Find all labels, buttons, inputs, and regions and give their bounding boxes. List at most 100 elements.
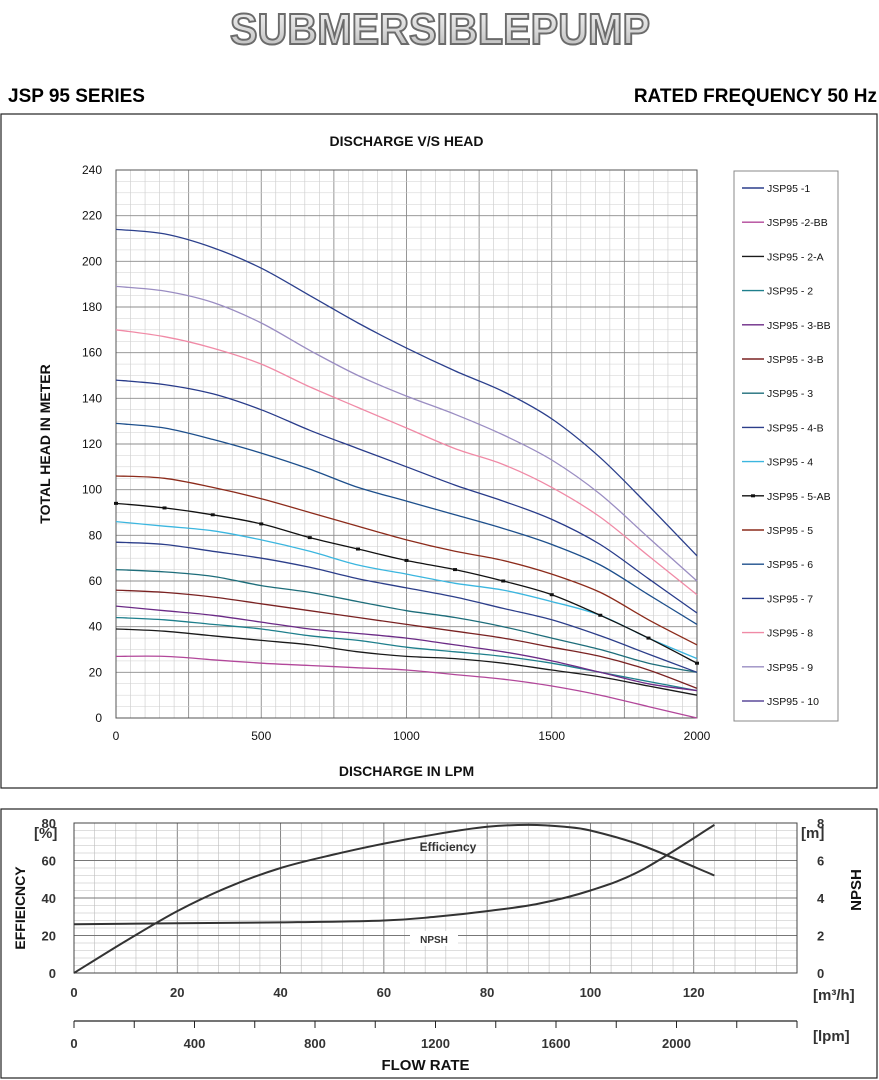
x-axis-label: DISCHARGE IN LPM [339,763,474,779]
legend-label: JSP95 -1 [767,183,810,195]
eff-x-tick-label: 20 [170,985,184,1000]
lpm-tick-label: 800 [304,1036,326,1051]
x-unit-lpm: [lpm] [813,1028,850,1045]
series-line [115,475,698,646]
legend-label: JSP95 - 4-B [767,422,824,434]
eff-plot-area [73,822,798,974]
eff-x-tick-label: 0 [70,985,77,1000]
series-line [115,655,698,719]
legend-label: JSP95 - 7 [767,593,813,605]
legend-label: JSP95 - 3 [767,388,813,400]
eff-y-tick-label: 0 [49,966,56,981]
eff-y-axis-label: EFFIEICNCY [12,866,28,950]
eff-x-tick-label: 80 [480,985,494,1000]
y-tick-label: 60 [89,574,103,588]
y-tick-label: 160 [82,346,102,360]
legend-marker [751,494,755,498]
npsh-y-unit: [m] [801,825,824,842]
series-marker [162,506,167,510]
series-line [115,422,698,625]
npsh-axis-label: NPSH [848,869,865,911]
legend-label: JSP95 - 10 [767,696,819,708]
series-marker [501,579,506,583]
npsh-y-tick-label: 4 [817,891,825,906]
npsh-label-bg [410,931,458,946]
npsh-y-tick-label: 6 [817,854,824,869]
series-line [115,285,698,582]
chart-frame [0,113,878,789]
y-tick-label: 0 [95,711,102,725]
series-line [115,605,698,692]
y-tick-label: 140 [82,391,102,405]
eff-y-unit: [%] [34,825,57,842]
plot-area [115,169,698,719]
legend-label: JSP95 - 3-BB [767,320,831,332]
eff-x-tick-label: 40 [273,985,287,1000]
series-marker [404,558,409,562]
y-axis-label: TOTAL HEAD IN METER [37,364,53,523]
npsh-y-tick-label: 0 [817,966,824,981]
legend-label: JSP95 - 4 [767,457,813,469]
grid [115,169,698,719]
series-marker [646,636,651,640]
series-marker [453,568,458,572]
npsh-y-tick-label: 8 [817,816,824,831]
head-chart: DISCHARGE V/S HEAD 0 20 40 60 80 100 120 140 160 1… [0,113,878,789]
frequency-title: RATED FREQUENCY 50 Hz [633,86,877,107]
npsh-y-tick-label: 2 [817,929,824,944]
eff-series-line [73,824,715,926]
eff-y-tick-label: 20 [42,929,56,944]
series-line [115,589,698,689]
eff-x-tick-label: 120 [683,985,705,1000]
series-marker [307,536,312,540]
banner: SUBMERSIBLEPUMP [229,4,651,55]
eff-grid [73,822,798,974]
series-line [115,329,698,596]
x-tick-label: 500 [251,729,271,743]
efficiency-label: Efficiency [420,840,477,854]
series-marker [695,661,699,665]
x-tick-label: 2000 [684,729,711,743]
lpm-tick-label: 400 [184,1036,206,1051]
series-marker [549,593,554,597]
series-line [115,568,698,673]
x-tick-label: 0 [113,729,120,743]
y-tick-label: 80 [89,528,103,542]
legend-label: JSP95 - 2 [767,286,813,298]
series-marker [355,547,360,551]
y-tick-label: 40 [89,620,103,634]
y-tick-label: 120 [82,437,102,451]
eff-series-line [73,823,715,974]
legend-box [733,170,839,722]
eff-x-tick-label: 60 [377,985,391,1000]
y-tick-label: 180 [82,300,102,314]
lpm-tick-label: 1600 [542,1036,571,1051]
y-tick-label: 20 [89,665,103,679]
x-tick-label: 1500 [538,729,565,743]
legend-label: JSP95 - 5 [767,525,813,537]
chart-title: DISCHARGE V/S HEAD [329,133,483,149]
lpm-tick-label: 2000 [662,1036,691,1051]
y-tick-label: 240 [82,163,102,177]
legend-label: JSP95 - 2-A [767,251,824,263]
series-marker [598,613,603,617]
x-tick-label: 1000 [393,729,420,743]
y-tick-label: 100 [82,483,102,497]
series-line [115,628,698,696]
series-title: JSP 95 SERIES [8,86,145,107]
series-marker [259,522,264,526]
series-marker [210,513,215,517]
series-line [115,228,698,557]
series-line [115,541,698,673]
lpm-tick-label: 1200 [421,1036,450,1051]
eff-y-tick-label: 60 [42,854,56,869]
eff-x-tick-label: 100 [580,985,602,1000]
eff-x-axis-label: FLOW RATE [381,1057,469,1074]
series-marker [114,501,118,505]
y-tick-label: 200 [82,254,102,268]
npsh-label: NPSH [420,935,448,946]
series-line [115,379,698,614]
legend-label: JSP95 - 6 [767,559,813,571]
eff-y-tick-label: 80 [42,816,56,831]
